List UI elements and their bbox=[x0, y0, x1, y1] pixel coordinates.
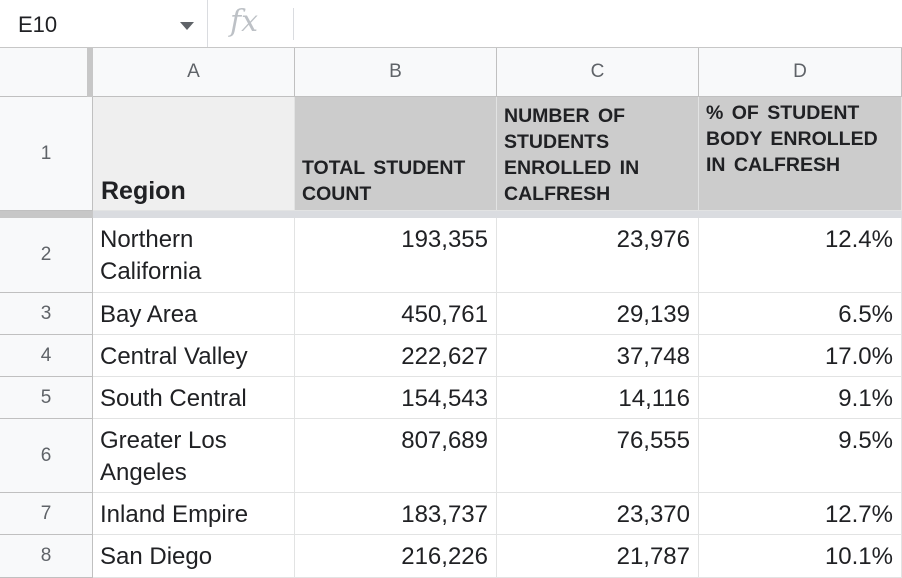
cell-d4[interactable]: 17.0% bbox=[699, 335, 902, 377]
percent-enrolled-header: % OF STUDENT BODY ENROLLED IN CALFRESH bbox=[706, 102, 878, 176]
cell-d6[interactable]: 9.5% bbox=[699, 419, 902, 493]
cell-b8[interactable]: 216,226 bbox=[295, 535, 497, 578]
spreadsheet-grid: A B C D 1 Region TOTAL STUDENT COUNT NUM… bbox=[0, 48, 902, 578]
cell-a5[interactable]: South Central bbox=[93, 377, 295, 419]
cell-c4[interactable]: 37,748 bbox=[497, 335, 699, 377]
cell-d7[interactable]: 12.7% bbox=[699, 493, 902, 535]
cell-b1[interactable]: TOTAL STUDENT COUNT bbox=[295, 97, 497, 211]
cell-d3[interactable]: 6.5% bbox=[699, 293, 902, 335]
formula-bar: E10 fx bbox=[0, 0, 902, 48]
cell-a8[interactable]: San Diego bbox=[93, 535, 295, 578]
total-student-count-header: TOTAL STUDENT COUNT bbox=[302, 157, 466, 205]
cell-a6[interactable]: Greater Los Angeles bbox=[93, 419, 295, 493]
column-header-a[interactable]: A bbox=[93, 48, 295, 97]
cell-a1[interactable]: Region bbox=[93, 97, 295, 211]
cell-a4[interactable]: Central Valley bbox=[93, 335, 295, 377]
cell-b2[interactable]: 193,355 bbox=[295, 218, 497, 293]
freeze-handle-vertical[interactable] bbox=[87, 48, 93, 97]
row-header-1[interactable]: 1 bbox=[0, 97, 93, 211]
cell-d8[interactable]: 10.1% bbox=[699, 535, 902, 578]
cell-d2[interactable]: 12.4% bbox=[699, 218, 902, 293]
cell-a7[interactable]: Inland Empire bbox=[93, 493, 295, 535]
cell-c3[interactable]: 29,139 bbox=[497, 293, 699, 335]
cell-b5[interactable]: 154,543 bbox=[295, 377, 497, 419]
cell-b7[interactable]: 183,737 bbox=[295, 493, 497, 535]
chevron-down-icon[interactable] bbox=[180, 22, 194, 30]
freeze-divider bbox=[0, 211, 902, 218]
cell-d5[interactable]: 9.1% bbox=[699, 377, 902, 419]
column-header-d[interactable]: D bbox=[699, 48, 902, 97]
cell-c7[interactable]: 23,370 bbox=[497, 493, 699, 535]
row-header-3[interactable]: 3 bbox=[0, 293, 93, 335]
cell-a2[interactable]: Northern California bbox=[93, 218, 295, 293]
cell-b4[interactable]: 222,627 bbox=[295, 335, 497, 377]
select-all-corner[interactable] bbox=[0, 48, 93, 97]
formula-input[interactable] bbox=[300, 10, 894, 40]
cell-b6[interactable]: 807,689 bbox=[295, 419, 497, 493]
region-header: Region bbox=[101, 177, 186, 205]
row-header-6[interactable]: 6 bbox=[0, 419, 93, 493]
row-header-8[interactable]: 8 bbox=[0, 535, 93, 578]
row-header-2[interactable]: 2 bbox=[0, 218, 93, 293]
freeze-handle-horizontal[interactable] bbox=[0, 211, 93, 218]
name-box[interactable]: E10 bbox=[0, 0, 208, 47]
cell-b3[interactable]: 450,761 bbox=[295, 293, 497, 335]
cell-c2[interactable]: 23,976 bbox=[497, 218, 699, 293]
fx-icon: fx bbox=[230, 4, 259, 39]
students-enrolled-header: NUMBER OF STUDENTS ENROLLED IN CALFRESH bbox=[504, 105, 640, 205]
cell-c1[interactable]: NUMBER OF STUDENTS ENROLLED IN CALFRESH bbox=[497, 97, 699, 211]
row-header-7[interactable]: 7 bbox=[0, 493, 93, 535]
row-header-5[interactable]: 5 bbox=[0, 377, 93, 419]
formula-divider bbox=[293, 8, 294, 40]
column-header-b[interactable]: B bbox=[295, 48, 497, 97]
cell-d1[interactable]: % OF STUDENT BODY ENROLLED IN CALFRESH bbox=[699, 97, 902, 211]
cell-c6[interactable]: 76,555 bbox=[497, 419, 699, 493]
cell-c5[interactable]: 14,116 bbox=[497, 377, 699, 419]
cell-c8[interactable]: 21,787 bbox=[497, 535, 699, 578]
cell-reference[interactable]: E10 bbox=[18, 12, 58, 37]
column-header-c[interactable]: C bbox=[497, 48, 699, 97]
cell-a3[interactable]: Bay Area bbox=[93, 293, 295, 335]
row-header-4[interactable]: 4 bbox=[0, 335, 93, 377]
